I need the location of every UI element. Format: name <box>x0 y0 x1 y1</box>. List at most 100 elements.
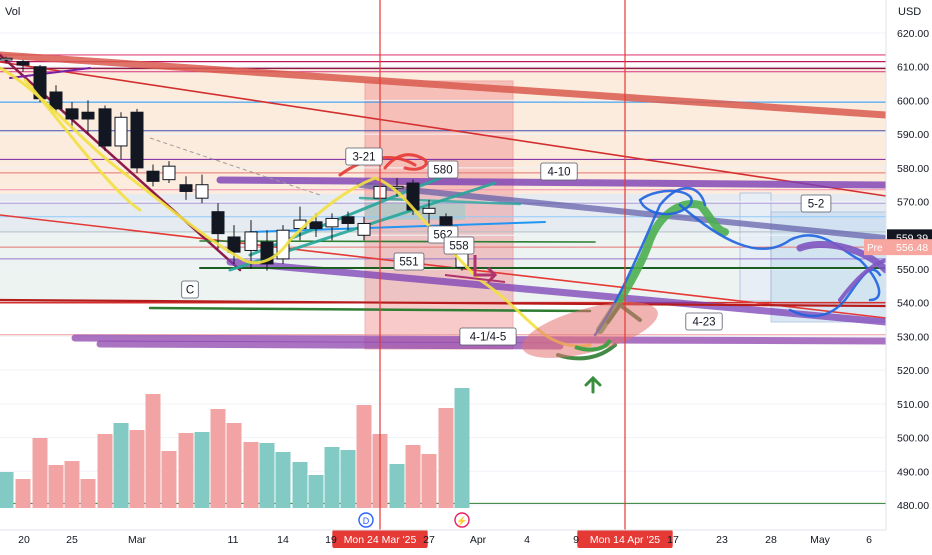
volume-bar <box>259 443 275 508</box>
candle <box>195 174 209 204</box>
candle <box>341 211 355 231</box>
trendline <box>0 61 886 197</box>
currency-label[interactable]: USD <box>898 6 921 18</box>
candle <box>179 176 193 200</box>
annotation-label: 551 <box>399 257 418 269</box>
trendline <box>0 298 886 308</box>
candle <box>0 56 13 64</box>
annotation-box <box>345 147 383 166</box>
volume-label: Vol <box>5 6 20 18</box>
candle-body <box>244 231 258 251</box>
candle-body <box>195 184 209 199</box>
annotation-box <box>459 327 517 346</box>
candle <box>422 199 436 224</box>
y-tick-label: 530.00 <box>897 331 929 343</box>
y-tick-label: 480.00 <box>897 500 929 512</box>
x-tick-label: 4 <box>524 534 530 546</box>
volume-bar <box>15 479 31 508</box>
premarket-badge-label: Pre <box>867 243 883 254</box>
candle <box>211 203 225 249</box>
x-tick-label: 11 <box>228 534 239 546</box>
annotation-label: C <box>186 285 194 297</box>
y-tick-label: 580.00 <box>897 163 929 175</box>
vertical-date-lines: Mon 24 Mar '25 Mon 14 Apr '25 <box>332 0 673 548</box>
x-tick-label: 23 <box>716 534 728 546</box>
annotation-label: 3-21 <box>352 152 375 164</box>
drawing-stroke <box>678 203 881 302</box>
annotation-label: 4-1/4-5 <box>470 332 506 344</box>
x-tick-label: May <box>810 534 831 546</box>
candle <box>244 220 258 269</box>
candle <box>146 164 160 187</box>
date-badge-label: Mon 14 Apr '25 <box>590 534 660 546</box>
volume-bar <box>275 452 291 508</box>
y-tick-label: 500.00 <box>897 433 929 445</box>
trendline <box>148 306 592 313</box>
x-tick-label: 25 <box>66 534 78 546</box>
trendline <box>9 67 91 79</box>
volume-bars <box>0 388 470 508</box>
x-tick-label: 20 <box>18 534 30 546</box>
volume-bar <box>32 438 48 508</box>
annotation-label: 558 <box>449 241 468 253</box>
date-badge-label: Mon 24 Mar '25 <box>344 534 417 546</box>
up-arrow <box>584 375 602 394</box>
trendline <box>226 258 886 326</box>
annotation-label: 4-10 <box>547 167 570 179</box>
candle <box>65 102 79 130</box>
event-marker <box>358 512 374 528</box>
candle-body <box>422 207 436 214</box>
trendline <box>358 196 522 206</box>
event-marker-label: D <box>363 516 370 526</box>
volume-bar <box>421 454 437 508</box>
candle-body <box>65 108 79 120</box>
annotation-box <box>427 160 459 179</box>
candle-body <box>16 61 30 66</box>
candle-body <box>114 116 128 147</box>
volume-bar <box>243 442 259 508</box>
volume-bar <box>80 479 96 508</box>
date-badge <box>332 530 428 548</box>
y-tick-label: 540.00 <box>897 298 929 310</box>
x-tick-label: 17 <box>667 534 679 546</box>
candle <box>227 225 241 264</box>
candle <box>130 108 144 173</box>
candle <box>33 65 47 103</box>
trendline <box>357 182 886 241</box>
candle-body <box>98 108 112 147</box>
candle <box>98 105 112 151</box>
volume-bar <box>97 434 113 508</box>
annotation-label: 4-23 <box>692 317 715 329</box>
candle-body <box>162 165 176 181</box>
y-tick-label: 570.00 <box>897 197 929 209</box>
trendline <box>199 240 596 243</box>
annotation-box <box>540 162 578 181</box>
candle <box>81 100 95 135</box>
volume-bar <box>454 388 470 508</box>
candle-body <box>211 211 225 235</box>
volume-bar <box>129 430 145 508</box>
x-tick-label: 6 <box>866 534 872 546</box>
volume-bar <box>292 462 308 508</box>
annotation-box <box>685 312 723 331</box>
x-tick-label: Mar <box>128 534 147 546</box>
candlesticks <box>0 56 469 271</box>
candle-body <box>406 182 420 211</box>
volume-bar <box>324 447 340 508</box>
candle-body <box>49 91 63 110</box>
candle <box>16 59 30 72</box>
candle <box>357 216 371 241</box>
x-tick-label: 28 <box>765 534 777 546</box>
annotation-box <box>443 236 475 255</box>
candle-body <box>357 222 371 236</box>
annotation-box <box>181 280 199 299</box>
y-tick-label: 610.00 <box>897 62 929 74</box>
x-tick-label: 27 <box>423 534 435 546</box>
y-tick-label: 490.00 <box>897 466 929 478</box>
trendline <box>0 51 886 119</box>
y-tick-label: 620.00 <box>897 28 929 40</box>
candle-body <box>341 216 355 224</box>
volume-bar <box>145 394 161 508</box>
